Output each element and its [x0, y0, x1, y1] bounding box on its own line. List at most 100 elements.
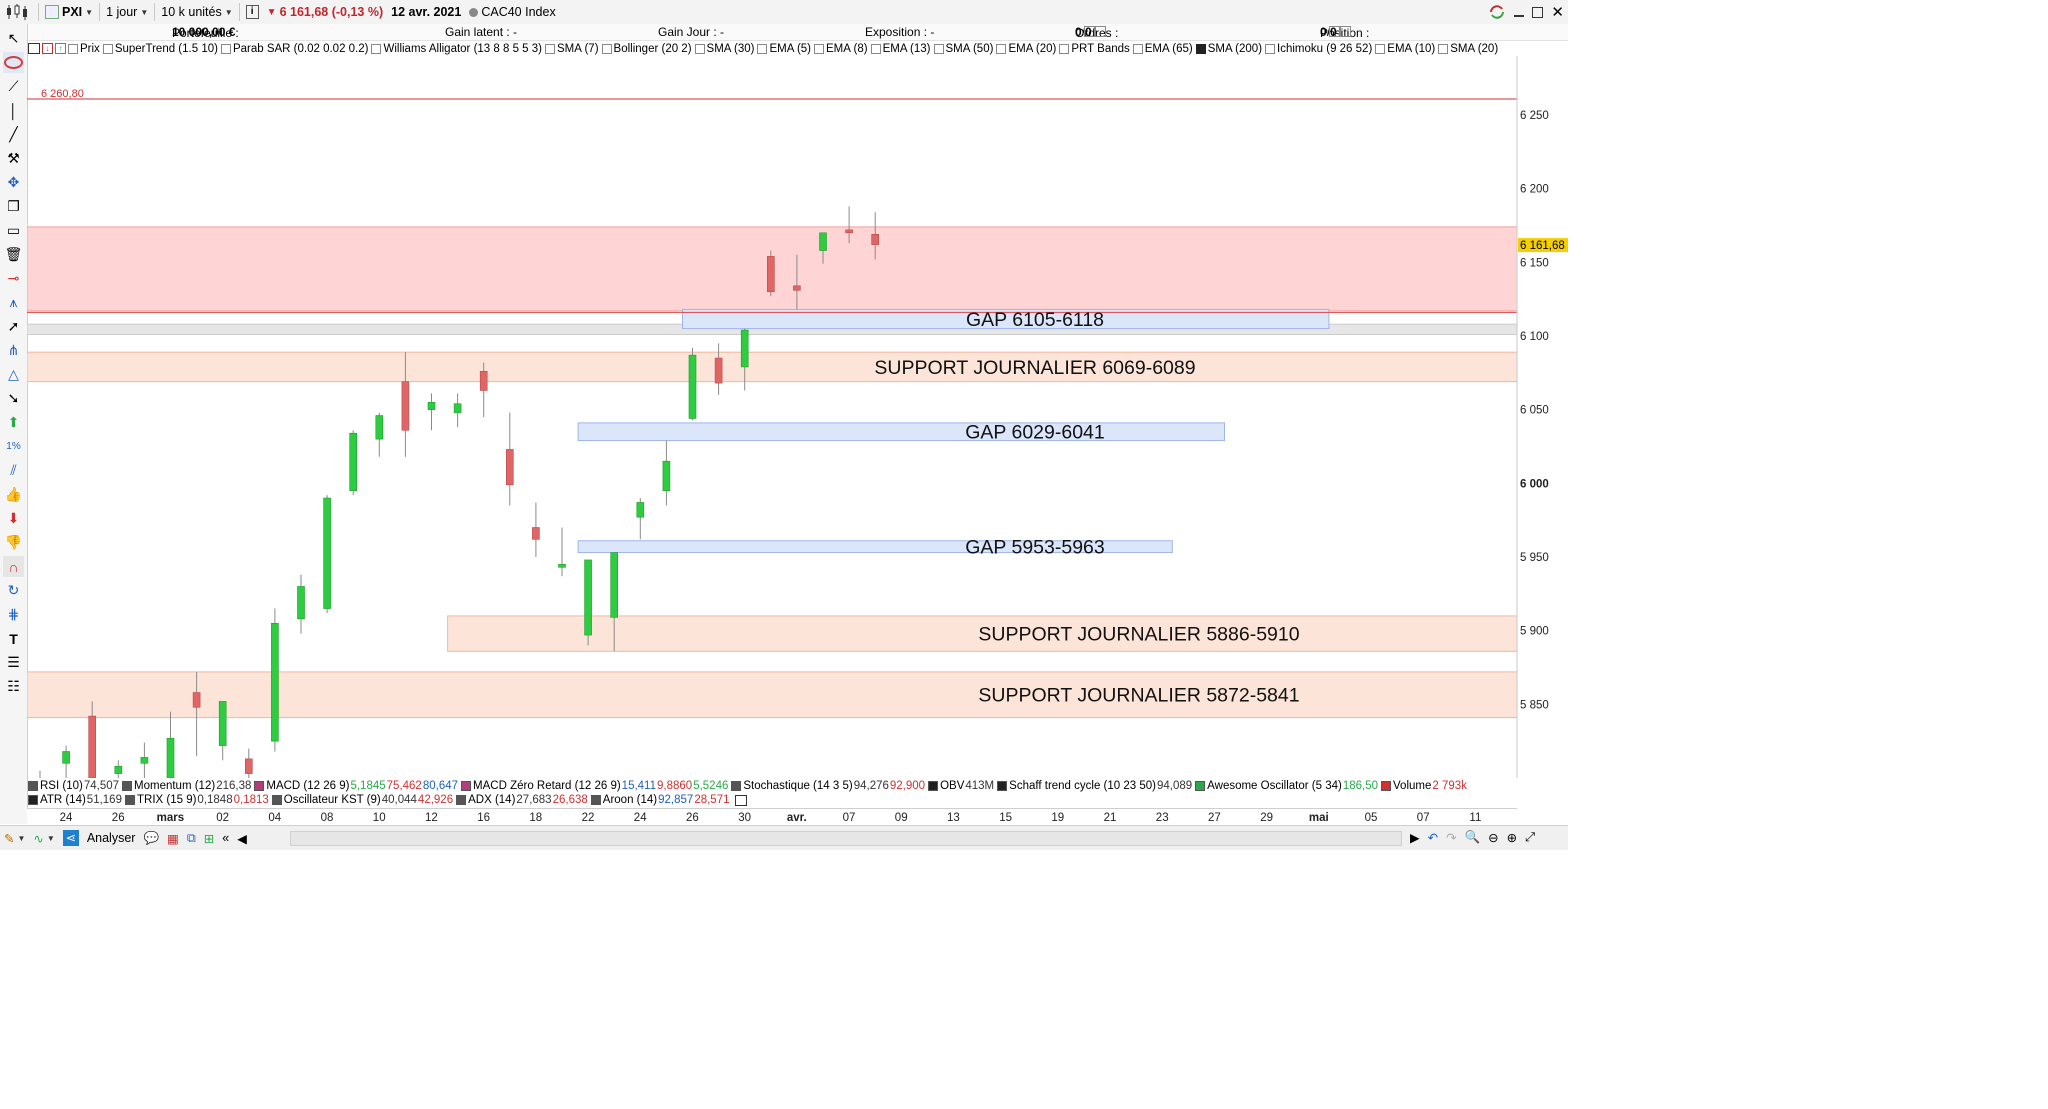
share-button[interactable]: ⋖ — [62, 830, 79, 846]
candle-body[interactable] — [114, 765, 123, 774]
legend-item[interactable]: PRT Bands — [1059, 43, 1130, 55]
candle-body[interactable] — [401, 381, 410, 431]
move-tool[interactable]: ✥ — [3, 172, 24, 193]
candle-body[interactable] — [636, 502, 645, 518]
candle-body[interactable] — [688, 354, 697, 419]
segment-tool[interactable]: ⟋ — [3, 76, 24, 97]
levels-tool[interactable]: ☰ — [3, 652, 24, 673]
legend-window-icon[interactable] — [28, 43, 40, 54]
candle-body[interactable] — [427, 401, 436, 410]
legend-item[interactable]: Parab SAR (0.02 0.02 0.2) — [220, 43, 368, 55]
info-button[interactable]: i — [242, 2, 263, 22]
indicator-item[interactable]: RSI (10) 74,507 — [28, 780, 119, 792]
thumbs-up-tool[interactable]: 👍 — [3, 484, 24, 505]
legend-item[interactable]: EMA (10) — [1375, 43, 1435, 55]
candle-body[interactable] — [662, 460, 671, 491]
legend-checkbox[interactable] — [1195, 43, 1206, 54]
legend-checkbox[interactable] — [814, 43, 825, 54]
indicator-swatch[interactable] — [456, 795, 467, 805]
candle-body[interactable] — [88, 715, 97, 779]
zone-rect[interactable] — [577, 540, 1173, 554]
candle-body[interactable] — [349, 432, 358, 491]
legend-checkbox[interactable] — [757, 43, 768, 54]
cycle-tool[interactable]: ↻ — [3, 580, 24, 601]
candle-body[interactable] — [793, 285, 801, 291]
rectangle-tool[interactable]: ▭ — [3, 220, 24, 241]
undo-button[interactable]: ↶ — [1428, 830, 1438, 845]
legend-item[interactable]: EMA (13) — [870, 43, 931, 55]
arrow-tool[interactable]: ➚ — [3, 316, 24, 337]
candle-body[interactable] — [610, 552, 619, 618]
legend-checkbox[interactable] — [102, 43, 113, 54]
minimize-button[interactable] — [1510, 2, 1528, 22]
horizontal-line-tool[interactable]: ⊸ — [3, 268, 24, 289]
legend-checkbox[interactable] — [1132, 43, 1143, 54]
zone-rect[interactable] — [577, 422, 1225, 442]
indicator-swatch[interactable] — [122, 781, 133, 791]
ray-tool[interactable]: ➘ — [3, 388, 24, 409]
candle-body[interactable] — [505, 449, 514, 486]
indicator-swatch[interactable] — [997, 781, 1008, 791]
fibonacci-fan-tool[interactable]: ⋔ — [3, 340, 24, 361]
legend-up-icon[interactable]: ↑ — [55, 43, 66, 54]
candle-body[interactable] — [245, 758, 253, 774]
trend-line-tool[interactable]: ╱ — [3, 124, 24, 145]
zoom-box-button[interactable]: 🔍 — [1465, 830, 1481, 845]
indicator-swatch[interactable] — [254, 781, 265, 791]
copy-tool[interactable]: ❐ — [3, 196, 24, 217]
legend-item[interactable]: EMA (5) — [757, 43, 811, 55]
zone-rect[interactable] — [26, 351, 1518, 383]
legend-checkbox[interactable] — [933, 43, 944, 54]
indicator-item[interactable]: MACD (12 26 9) 5,1845 75,462 80,647 — [254, 780, 458, 792]
levels-f-tool[interactable]: ☷ — [3, 676, 24, 697]
indicator-swatch[interactable] — [731, 781, 742, 791]
legend-checkbox[interactable] — [1375, 43, 1386, 54]
legend-checkbox[interactable] — [220, 43, 231, 54]
magnet-tool[interactable]: ∩ — [3, 556, 24, 577]
indicator-swatch[interactable] — [124, 795, 135, 805]
legend-checkbox[interactable] — [371, 43, 382, 54]
legend-item[interactable]: Prix — [68, 43, 100, 55]
ticker-select[interactable]: PXI ▼ — [41, 2, 97, 22]
legend-checkbox[interactable] — [1059, 43, 1070, 54]
close-button[interactable]: ✕ — [1547, 2, 1568, 22]
interval-select[interactable]: 1 jour ▼ — [102, 2, 152, 22]
indicator-item[interactable]: Aroon (14) 92,857 28,571 — [590, 794, 730, 806]
candle-body[interactable] — [714, 357, 723, 384]
candle-body[interactable] — [140, 757, 149, 764]
candle-body[interactable] — [192, 692, 201, 708]
candle-body[interactable] — [218, 701, 227, 746]
zoom-out-button[interactable]: ⊖ — [1488, 830, 1498, 845]
indicator-swatch[interactable] — [928, 781, 939, 791]
legend-item[interactable]: Bollinger (20 2) — [601, 43, 692, 55]
legend-checkbox[interactable] — [1265, 43, 1276, 54]
indicator-item[interactable]: OBV 413M — [928, 780, 994, 792]
legend-item[interactable]: Ichimoku (9 26 52) — [1265, 43, 1372, 55]
indicator-item[interactable]: ADX (14) 27,683 26,638 — [456, 794, 588, 806]
legend-checkbox[interactable] — [870, 43, 881, 54]
indicator-swatch[interactable] — [461, 781, 472, 791]
maximize-button[interactable] — [1528, 2, 1547, 22]
buy-arrow-tool[interactable]: ⬆ — [3, 412, 24, 433]
horizontal-scrollbar[interactable] — [290, 831, 1402, 846]
legend-item[interactable]: SMA (7) — [545, 43, 599, 55]
legend-checkbox[interactable] — [601, 43, 612, 54]
candle-body[interactable] — [819, 232, 827, 251]
layout-button[interactable]: ⧉ — [187, 831, 196, 846]
indicator-swatch[interactable] — [28, 795, 38, 805]
candle-body[interactable] — [297, 586, 305, 620]
indicator-item[interactable]: Momentum (12) 216,38 — [122, 780, 251, 792]
indicator-swatch[interactable] — [271, 795, 282, 805]
candle-body[interactable] — [766, 256, 775, 293]
legend-down-icon[interactable]: ↓ — [42, 43, 53, 54]
legend-item[interactable]: EMA (8) — [814, 43, 868, 55]
indicator-swatch[interactable] — [1195, 781, 1206, 791]
candle-body[interactable] — [845, 229, 853, 234]
export-button[interactable]: ⊞ — [204, 831, 214, 846]
legend-item[interactable]: Williams Alligator (13 8 8 5 5 3) — [371, 43, 542, 55]
indicator-item[interactable]: Oscillateur KST (9) 40,044 42,926 — [271, 794, 453, 806]
candle-body[interactable] — [479, 371, 488, 391]
calendar-button[interactable]: ▦ — [167, 831, 179, 846]
sell-arrow-tool[interactable]: ⬇ — [3, 508, 24, 529]
scroll-first-button[interactable]: « — [222, 831, 229, 845]
